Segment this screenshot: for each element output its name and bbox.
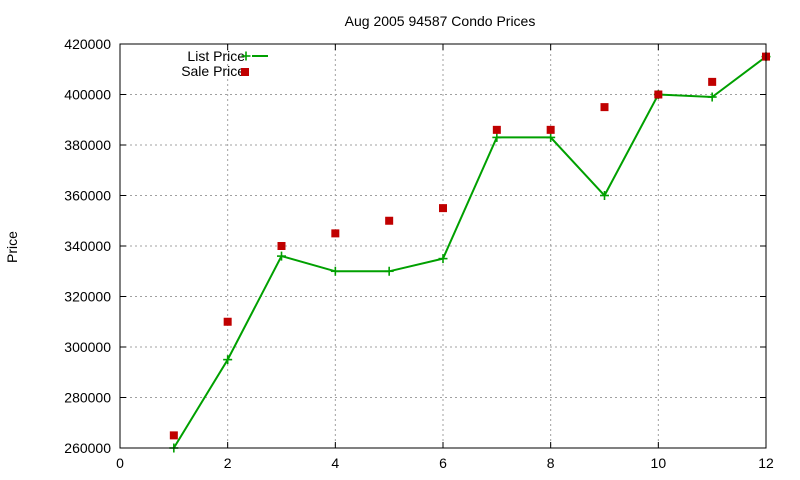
series: [169, 52, 771, 453]
sale-price-point: [223, 317, 232, 326]
plot-frame: [119, 43, 767, 449]
list-price-point: [600, 191, 609, 200]
legend-label-sale-price: Sale Price: [181, 63, 245, 79]
legend-swatch-plus: [241, 51, 251, 61]
x-tick-label: 12: [758, 455, 774, 471]
sale-price-point: [439, 204, 447, 213]
x-tick-label: 4: [331, 455, 339, 471]
x-tick-label: 8: [547, 455, 555, 471]
x-tick-label: 10: [651, 455, 667, 471]
list-price-point: [277, 251, 286, 261]
legend-label-list-price: List Price: [187, 48, 245, 64]
y-tick-label: 400000: [64, 87, 111, 103]
y-axis-label: Price: [4, 231, 20, 263]
y-tick-label: 420000: [64, 36, 111, 52]
x-tick-label: 6: [439, 455, 447, 471]
x-tick-label: 0: [116, 455, 124, 471]
y-tick-label: 280000: [64, 390, 111, 406]
sale-price-point: [546, 125, 555, 134]
sale-price-point: [169, 431, 178, 440]
grid: [120, 44, 766, 448]
sale-price-point: [277, 242, 286, 250]
y-tick-label: 340000: [64, 238, 111, 254]
sale-price-point: [385, 216, 394, 225]
list-price-point: [546, 132, 556, 142]
y-tick-label: 380000: [64, 137, 111, 153]
sale-price-point: [492, 125, 501, 134]
sale-price-point: [331, 229, 340, 238]
sale-price-point: [708, 77, 717, 86]
sale-price-point: [654, 90, 663, 99]
ticks: 260000 280000 300000 320000 340000 360000 3800…: [64, 36, 774, 471]
sale-price-point: [600, 103, 609, 112]
chart-title: Aug 2005 94587 Condo Prices: [345, 13, 536, 29]
y-tick-label: 360000: [64, 188, 111, 204]
list-price-line: [172, 55, 767, 449]
list-price-point: [707, 92, 717, 102]
list-price-point: [384, 266, 394, 276]
list-price-point: [438, 254, 448, 264]
list-price-point: [330, 266, 340, 276]
list-price-point: [492, 132, 502, 142]
list-price-point: [223, 355, 233, 365]
legend-swatch-square: [241, 68, 249, 76]
y-tick-label: 300000: [64, 339, 111, 355]
y-tick-label: 320000: [64, 289, 111, 305]
y-tick-label: 260000: [64, 440, 111, 456]
x-tick-label: 2: [224, 455, 232, 471]
